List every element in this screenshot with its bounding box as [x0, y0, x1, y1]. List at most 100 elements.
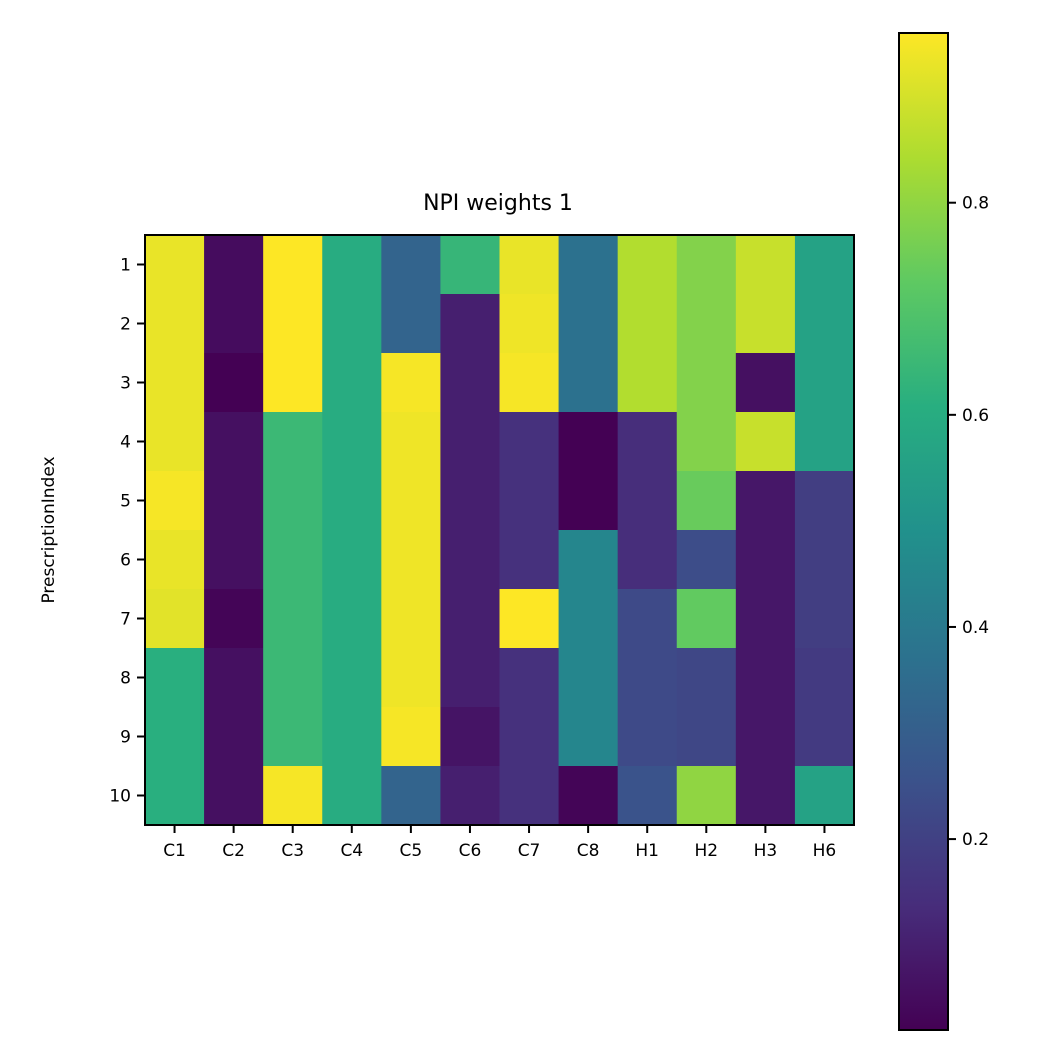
heatmap-cell-r1-c1 [145, 235, 205, 295]
x-tick-label: H1 [635, 841, 659, 861]
heatmap-cell-r9-c8 [558, 707, 619, 767]
heatmap-cell-r10-c6 [440, 766, 501, 826]
heatmap-cell-r4-h1 [617, 412, 678, 472]
colorbar-tick-label: 0.2 [962, 830, 989, 850]
y-axis-label: PrescriptionIndex [39, 456, 59, 603]
heatmap-cell-r9-h2 [676, 707, 737, 767]
heatmap-cell-r5-c4 [322, 471, 382, 531]
heatmap-cell-r4-c4 [322, 412, 382, 472]
heatmap-cell-r5-h1 [617, 471, 678, 531]
heatmap-cell-r3-c2 [204, 353, 264, 413]
heatmap-cell-r6-c3 [263, 530, 323, 590]
heatmap-cell-r9-c7 [499, 707, 560, 767]
y-tick-label: 7 [120, 610, 131, 630]
colorbar-tick-label: 0.4 [962, 618, 989, 638]
heatmap-cell-r5-h3 [735, 471, 796, 531]
heatmap-cell-r8-h1 [617, 648, 678, 708]
heatmap-cell-r7-h6 [794, 589, 855, 649]
heatmap-cell-r3-h6 [794, 353, 855, 413]
heatmap-cell-r3-c4 [322, 353, 382, 413]
heatmap-cell-r4-c1 [145, 412, 205, 472]
heatmap-cell-r7-c4 [322, 589, 382, 649]
y-axis-ticks: 1 2 3 4 5 6 7 8 9 10 [109, 256, 145, 807]
colorbar-frame [898, 32, 949, 1031]
heatmap-cell-r7-c5 [381, 589, 442, 649]
heatmap-cell-r7-c7 [499, 589, 560, 649]
colorbar-ticks: 0.2 0.4 0.6 0.8 [948, 194, 989, 850]
heatmap-cell-r5-c7 [499, 471, 560, 531]
heatmap-cell-r9-c2 [204, 707, 264, 767]
heatmap-cell-r9-c1 [145, 707, 205, 767]
plot-frame [144, 234, 855, 826]
heatmap-cell-r4-c7 [499, 412, 560, 472]
x-axis-ticks: C1 C2 C3 C4 C5 C6 C7 C8 H1 H2 H3 H6 [163, 825, 836, 861]
heatmap-cell-r10-c2 [204, 766, 264, 826]
y-tick-label: 5 [120, 492, 131, 512]
heatmap-cell-r2-c8 [558, 294, 619, 354]
heatmap-cell-r10-c3 [263, 766, 323, 826]
heatmap-cell-r7-c8 [558, 589, 619, 649]
heatmap-cell-r8-c7 [499, 648, 560, 708]
heatmap-cell-r1-c2 [204, 235, 264, 295]
heatmap-cell-r4-c2 [204, 412, 264, 472]
heatmap-cell-r9-c5 [381, 707, 442, 767]
heatmap-cell-r6-c5 [381, 530, 442, 590]
heatmap-cell-r3-h1 [617, 353, 678, 413]
heatmap-cell-r10-c5 [381, 766, 442, 826]
x-tick-label: H3 [754, 841, 778, 861]
heatmap-cell-r2-h2 [676, 294, 737, 354]
heatmap-cell-r1-h3 [735, 235, 796, 295]
heatmap-cell-r4-c5 [381, 412, 442, 472]
heatmap-cell-r2-c7 [499, 294, 560, 354]
heatmap-cell-r2-h3 [735, 294, 796, 354]
x-tick-label: H2 [694, 841, 718, 861]
heatmap-cell-r1-c4 [322, 235, 382, 295]
heatmap-cell-r8-h2 [676, 648, 737, 708]
heatmap-cell-r4-c8 [558, 412, 619, 472]
heatmap-cell-r6-c2 [204, 530, 264, 590]
heatmap-cell-r4-h6 [794, 412, 855, 472]
heatmap-cell-r8-h6 [794, 648, 855, 708]
heatmap-cell-r7-c3 [263, 589, 323, 649]
heatmap-cell-r10-h1 [617, 766, 678, 826]
heatmap-cell-r8-c5 [381, 648, 442, 708]
heatmap-cell-r2-c4 [322, 294, 382, 354]
heatmap-cell-r9-c3 [263, 707, 323, 767]
heatmap-cell-r10-c8 [558, 766, 619, 826]
heatmap-cell-r10-h3 [735, 766, 796, 826]
heatmap-cell-r8-h3 [735, 648, 796, 708]
heatmap-cell-r3-c5 [381, 353, 442, 413]
heatmap-cell-r6-h1 [617, 530, 678, 590]
heatmap-cell-r1-h6 [794, 235, 855, 295]
heatmap-cell-r2-c6 [440, 294, 501, 354]
y-tick-label: 1 [120, 256, 131, 276]
y-tick-label: 8 [120, 669, 131, 689]
heatmap-cell-r8-c1 [145, 648, 205, 708]
heatmap-cell-r10-h6 [794, 766, 855, 826]
heatmap-cell-r9-h6 [794, 707, 855, 767]
heatmap-cell-r10-c4 [322, 766, 382, 826]
colorbar-tick-label: 0.6 [962, 406, 989, 426]
heatmap-cell-r6-h6 [794, 530, 855, 590]
x-tick-label: C5 [400, 841, 423, 861]
heatmap-cell-r3-c6 [440, 353, 501, 413]
heatmap-cell-r8-c8 [558, 648, 619, 708]
heatmap-cell-r2-c3 [263, 294, 323, 354]
heatmap-cell-r9-h3 [735, 707, 796, 767]
x-tick-label: C4 [340, 841, 363, 861]
heatmap-cell-r5-c6 [440, 471, 501, 531]
heatmap-cell-r8-c2 [204, 648, 264, 708]
heatmap-cells [145, 235, 855, 826]
x-tick-label: C6 [459, 841, 482, 861]
y-tick-label: 6 [120, 551, 131, 571]
y-tick-label: 3 [120, 374, 131, 394]
heatmap-cell-r1-c8 [558, 235, 619, 295]
y-tick-label: 2 [120, 315, 131, 335]
heatmap-cell-r6-c1 [145, 530, 205, 590]
y-tick-label: 4 [120, 433, 131, 453]
heatmap-cell-r4-c6 [440, 412, 501, 472]
heatmap-cell-r1-c7 [499, 235, 560, 295]
heatmap-cell-r1-c3 [263, 235, 323, 295]
x-tick-label: C7 [518, 841, 541, 861]
